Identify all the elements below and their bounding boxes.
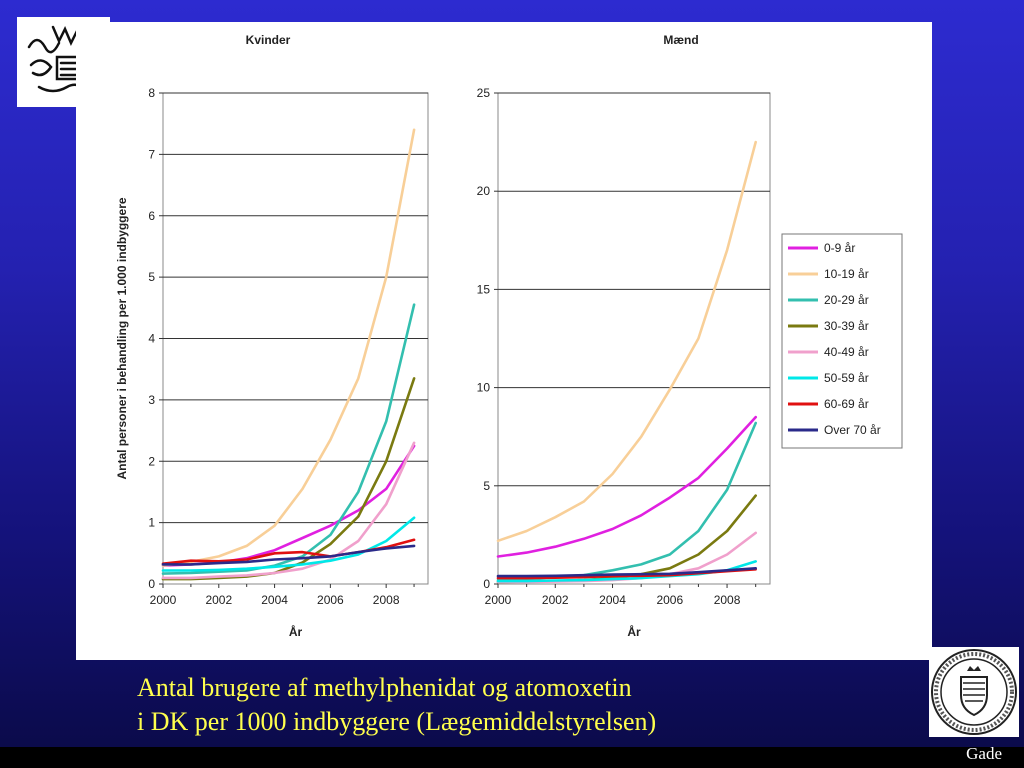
kvinder-y-tick-label: 2 [148, 454, 155, 468]
maend-y-tick-label: 25 [477, 86, 491, 100]
maend-plot-area [497, 92, 771, 585]
kvinder-series-line [161, 441, 416, 580]
kvinder-x-tick-label: 2002 [205, 593, 232, 607]
legend-label: 30-39 år [824, 319, 869, 333]
kvinder-series-line [161, 303, 416, 575]
maend-series-line [496, 415, 758, 558]
footer-bar [0, 747, 1024, 768]
kvinder-y-axis-label: Antal personer i behandling per 1.000 in… [115, 197, 129, 479]
legend-label: 10-19 år [824, 267, 869, 281]
maend-x-tick-label: 2000 [485, 593, 512, 607]
legend-label: 60-69 år [824, 397, 869, 411]
kvinder-y-tick-label: 6 [148, 209, 155, 223]
maend-y-tick-label: 10 [477, 381, 491, 395]
maend-y-tick-label: 5 [483, 479, 490, 493]
maend-x-tick-label: 2006 [656, 593, 683, 607]
maend-x-tick-label: 2008 [714, 593, 741, 607]
kvinder-y-tick-label: 8 [148, 86, 155, 100]
kvinder-series-line [161, 128, 416, 567]
footer-author: Gade [966, 744, 1002, 763]
maend-x-axis-label: År [627, 624, 641, 639]
maend-series-line [496, 566, 758, 578]
maend-series-line [496, 140, 758, 543]
caption-line-1: Antal brugere af methylphenidat og atomo… [137, 673, 632, 702]
caption-line-2: i DK per 1000 indbyggere (Lægemiddelstyr… [137, 707, 657, 736]
kvinder-x-tick-label: 2000 [150, 593, 177, 607]
kvinder-x-tick-label: 2008 [373, 593, 400, 607]
maend-x-tick-label: 2002 [542, 593, 569, 607]
kvinder-series-line [161, 544, 416, 566]
seal-icon [931, 649, 1017, 735]
maend-x-tick-label: 2004 [599, 593, 626, 607]
legend-label: 0-9 år [824, 241, 855, 255]
kvinder-y-tick-label: 1 [148, 516, 155, 530]
kvinder-y-tick-label: 5 [148, 270, 155, 284]
kvinder-series-line [161, 516, 416, 572]
kvinder-y-tick-label: 4 [148, 332, 155, 346]
university-seal [929, 647, 1019, 737]
chart-panel: 0 1 2 3 4 5 6 7 8 2000 2002 2004 2006 2008 Kvinder År An… [76, 22, 932, 660]
kvinder-x-tick-label: 2006 [317, 593, 344, 607]
maend-chart-title: Mænd [663, 33, 698, 47]
legend-label: Over 70 år [824, 423, 881, 437]
caption: Antal brugere af methylphenidat og atomo… [137, 671, 897, 739]
legend-label: 40-49 år [824, 345, 869, 359]
kvinder-chart-title: Kvinder [246, 33, 291, 47]
legend-label: 20-29 år [824, 293, 869, 307]
legend-label: 50-59 år [824, 371, 869, 385]
kvinder-x-axis-label: År [289, 624, 303, 639]
maend-y-tick-label: 0 [483, 577, 490, 591]
kvinder-y-tick-label: 0 [148, 577, 155, 591]
maend-y-tick-label: 15 [477, 282, 491, 296]
kvinder-x-tick-label: 2004 [261, 593, 288, 607]
legend-box [781, 233, 903, 449]
kvinder-y-tick-label: 7 [148, 147, 155, 161]
chart-canvas: 0 1 2 3 4 5 6 7 8 2000 2002 2004 2006 2008 Kvinder År An… [115, 33, 903, 639]
maend-y-tick-label: 20 [477, 184, 491, 198]
kvinder-y-tick-label: 3 [148, 393, 155, 407]
